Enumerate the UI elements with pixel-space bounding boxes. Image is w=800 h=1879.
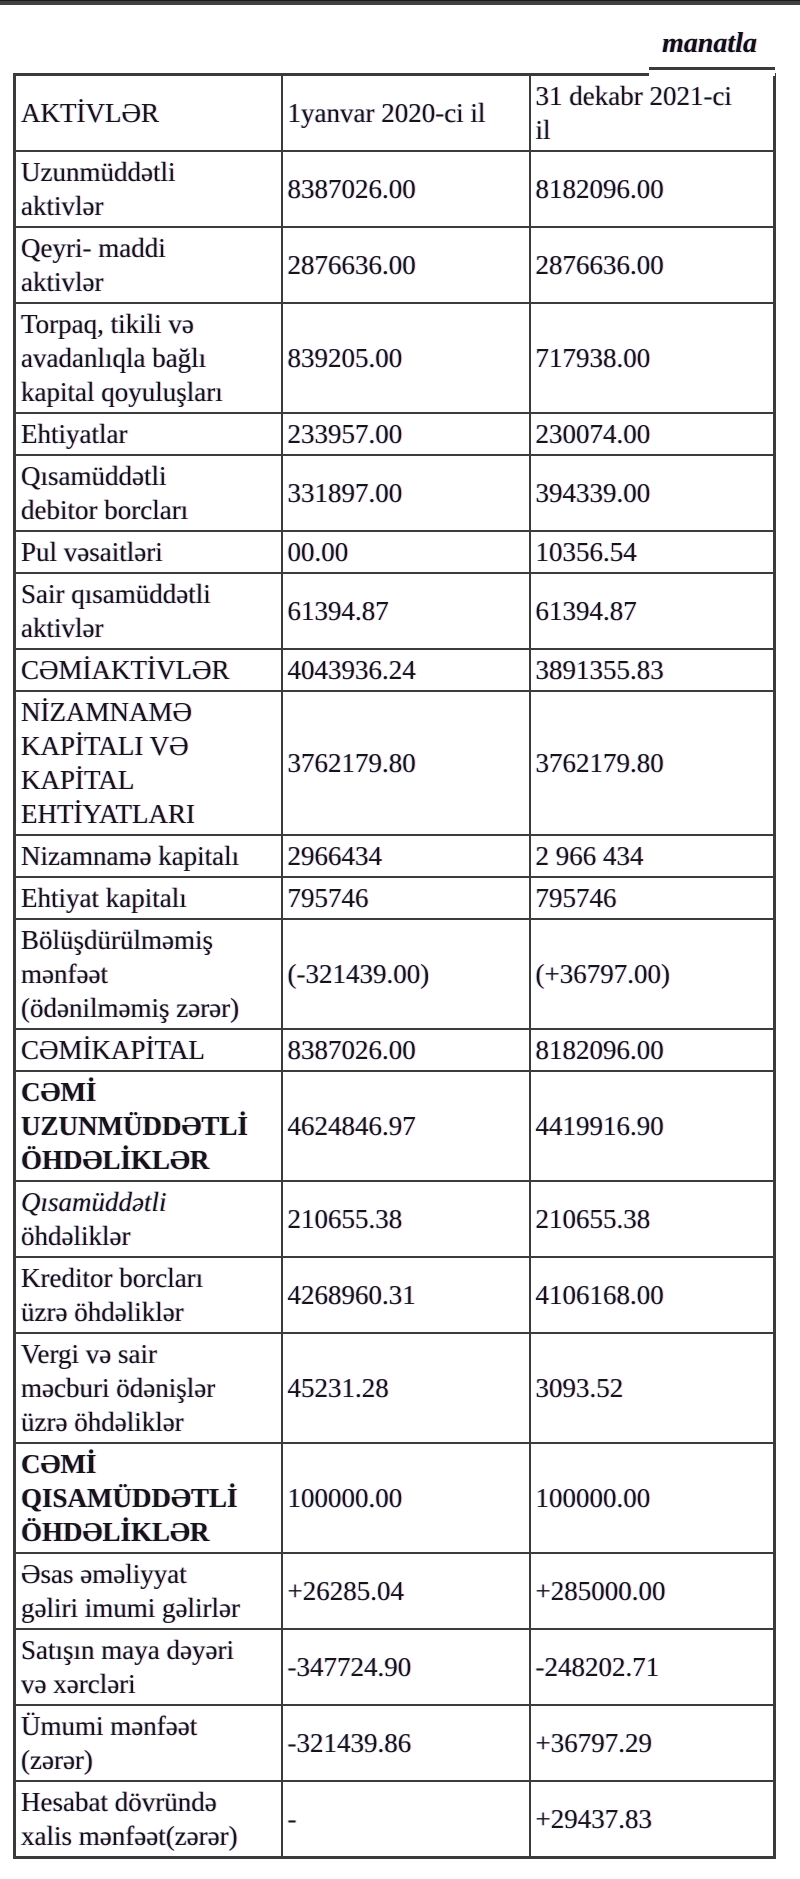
row-label-cell: Sair qısamüddətli aktivlər — [13, 572, 283, 650]
value-2021-cell: 4106168.00 — [528, 1256, 776, 1334]
table-row: Nizamnamə kapitalı 2966434 2 966 434 — [13, 834, 776, 878]
row-label-cell: Qeyri- maddi aktivlər — [13, 226, 283, 304]
table-row: CƏMİ QISAMÜDDƏTLİ ÖHDƏLİKLƏR 100000.00 100… — [13, 1442, 776, 1554]
table-row: Pul vəsaitləri 00.00 10356.54 — [13, 530, 776, 574]
value-2020-cell: 100000.00 — [280, 1442, 531, 1554]
table-row: Kreditor borcları üzrə öhdəliklər 4268960… — [13, 1256, 776, 1334]
value-2020-cell: 00.00 — [280, 530, 531, 574]
currency-unit-note: manatla — [662, 28, 757, 59]
header-cell-2021: 31 dekabr 2021-ci il — [528, 73, 776, 152]
table-body: Uzunmüddətli aktivlər 8387026.00 8182096.0… — [13, 150, 776, 1859]
value-2021-cell: 10356.54 — [528, 530, 776, 574]
row-label-cell: Qısamüddətli debitor borcları — [13, 454, 283, 532]
table-row: CƏMİ UZUNMÜDDƏTLİ ÖHDƏLİKLƏR 4624846.97 44… — [13, 1070, 776, 1182]
table-row: Bölüşdürülməmiş mənfəət (ödənilməmiş zər… — [13, 918, 776, 1030]
value-2020-cell: 8387026.00 — [280, 1028, 531, 1072]
table-header-row: AKTİVLƏR 1yanvar 2020-ci il 31 dekabr 20… — [13, 73, 776, 152]
top-bar-artifact — [0, 0, 800, 5]
value-2020-cell: 8387026.00 — [280, 150, 531, 228]
value-2020-cell: +26285.04 — [280, 1552, 531, 1630]
table-row: Əsas əməliyyat gəliri imumi gəlirlər +262… — [13, 1552, 776, 1630]
value-2020-cell: 4268960.31 — [280, 1256, 531, 1334]
value-2021-cell: 3762179.80 — [528, 690, 776, 836]
row-label-cell: Əsas əməliyyat gəliri imumi gəlirlər — [13, 1552, 283, 1630]
row-label-cell: Torpaq, tikili və avadanlıqla bağlı kapi… — [13, 302, 283, 414]
row-label-cell: Kreditor borcları üzrə öhdəliklər — [13, 1256, 283, 1334]
value-2020-cell: -321439.86 — [280, 1704, 531, 1782]
table-row: Qısamüddətli debitor borcları 331897.00 39… — [13, 454, 776, 532]
value-2020-cell: 4043936.24 — [280, 648, 531, 692]
row-label-cell: Pul vəsaitləri — [13, 530, 283, 574]
value-2021-cell: 230074.00 — [528, 412, 776, 456]
row-label-cell: Vergi və sair məcburi ödənişlər üzrə öhd… — [13, 1332, 283, 1444]
table-row: Vergi və sair məcburi ödənişlər üzrə öhd… — [13, 1332, 776, 1444]
value-2020-cell: 45231.28 — [280, 1332, 531, 1444]
table-row: Qısamüddətli öhdəliklər 210655.38 210655.3… — [13, 1180, 776, 1258]
table-row: Uzunmüddətli aktivlər 8387026.00 8182096.0… — [13, 150, 776, 228]
value-2021-cell: (+36797.00) — [528, 918, 776, 1030]
row-label-cell: Ümumi mənfəət (zərər) — [13, 1704, 283, 1782]
value-2021-cell: 8182096.00 — [528, 1028, 776, 1072]
table-row: Ehtiyatlar 233957.00 230074.00 — [13, 412, 776, 456]
value-2020-cell: 331897.00 — [280, 454, 531, 532]
table-row: Hesabat dövründə xalis mənfəət(zərər) - +2… — [13, 1780, 776, 1859]
row-label-cell: Satışın maya dəyəri və xərcləri — [13, 1628, 283, 1706]
value-2020-cell: -347724.90 — [280, 1628, 531, 1706]
row-label-cell: Uzunmüddətli aktivlər — [13, 150, 283, 228]
table-row: Ümumi mənfəət (zərər) -321439.86 +36797.29 — [13, 1704, 776, 1782]
value-2020-cell: 2966434 — [280, 834, 531, 878]
row-label-italic-lead: Qısamüddətli — [21, 1187, 167, 1217]
table-row: Satışın maya dəyəri və xərcləri -347724.9… — [13, 1628, 776, 1706]
value-2021-cell: -248202.71 — [528, 1628, 776, 1706]
value-2020-cell: (-321439.00) — [280, 918, 531, 1030]
row-label-cell: CƏMİ UZUNMÜDDƏTLİ ÖHDƏLİKLƏR — [13, 1070, 283, 1182]
value-2020-cell: 839205.00 — [280, 302, 531, 414]
table-row: Torpaq, tikili və avadanlıqla bağlı kapi… — [13, 302, 776, 414]
value-2021-cell: 210655.38 — [528, 1180, 776, 1258]
value-2021-cell: 3093.52 — [528, 1332, 776, 1444]
value-2021-cell: 394339.00 — [528, 454, 776, 532]
table-row: Qeyri- maddi aktivlər 2876636.00 2876636.0… — [13, 226, 776, 304]
value-2021-cell: 2876636.00 — [528, 226, 776, 304]
table-row: Sair qısamüddətli aktivlər 61394.87 61394.… — [13, 572, 776, 650]
value-2021-cell: 2 966 434 — [528, 834, 776, 878]
row-label-cell: Qısamüddətli öhdəliklər — [13, 1180, 283, 1258]
value-2020-cell: 4624846.97 — [280, 1070, 531, 1182]
value-2021-cell: 3891355.83 — [528, 648, 776, 692]
value-2020-cell: 61394.87 — [280, 572, 531, 650]
table-row: CƏMİAKTİVLƏR 4043936.24 3891355.83 — [13, 648, 776, 692]
value-2020-cell: 3762179.80 — [280, 690, 531, 836]
value-2021-cell: 4419916.90 — [528, 1070, 776, 1182]
scan-border-artifact — [649, 67, 775, 76]
header-cell-assets: AKTİVLƏR — [13, 73, 283, 152]
value-2021-cell: 61394.87 — [528, 572, 776, 650]
value-2021-cell: +36797.29 — [528, 1704, 776, 1782]
value-2021-cell: 8182096.00 — [528, 150, 776, 228]
row-label-cell: CƏMİKAPİTAL — [13, 1028, 283, 1072]
balance-sheet-table: AKTİVLƏR 1yanvar 2020-ci il 31 dekabr 20… — [13, 73, 776, 1859]
value-2021-cell: 717938.00 — [528, 302, 776, 414]
table-row: Ehtiyat kapitalı 795746 795746 — [13, 876, 776, 920]
value-2020-cell: 210655.38 — [280, 1180, 531, 1258]
value-2021-cell: +285000.00 — [528, 1552, 776, 1630]
value-2021-cell: 100000.00 — [528, 1442, 776, 1554]
row-label-cell: Ehtiyatlar — [13, 412, 283, 456]
row-label-cell: CƏMİ QISAMÜDDƏTLİ ÖHDƏLİKLƏR — [13, 1442, 283, 1554]
row-label-cell: Bölüşdürülməmiş mənfəət (ödənilməmiş zər… — [13, 918, 283, 1030]
header-cell-2020: 1yanvar 2020-ci il — [280, 73, 531, 152]
value-2021-cell: 795746 — [528, 876, 776, 920]
value-2021-cell: +29437.83 — [528, 1780, 776, 1859]
row-label-cell: Ehtiyat kapitalı — [13, 876, 283, 920]
value-2020-cell: 2876636.00 — [280, 226, 531, 304]
value-2020-cell: 795746 — [280, 876, 531, 920]
row-label-cell: Nizamnamə kapitalı — [13, 834, 283, 878]
row-label-cell: NİZAMNAMƏ KAPİTALI VƏ KAPİTAL EHTİYATLAR… — [13, 690, 283, 836]
value-2020-cell: - — [280, 1780, 531, 1859]
row-label-cell: CƏMİAKTİVLƏR — [13, 648, 283, 692]
value-2020-cell: 233957.00 — [280, 412, 531, 456]
row-label-cell: Hesabat dövründə xalis mənfəət(zərər) — [13, 1780, 283, 1859]
table-row: CƏMİKAPİTAL 8387026.00 8182096.00 — [13, 1028, 776, 1072]
table-row: NİZAMNAMƏ KAPİTALI VƏ KAPİTAL EHTİYATLAR… — [13, 690, 776, 836]
